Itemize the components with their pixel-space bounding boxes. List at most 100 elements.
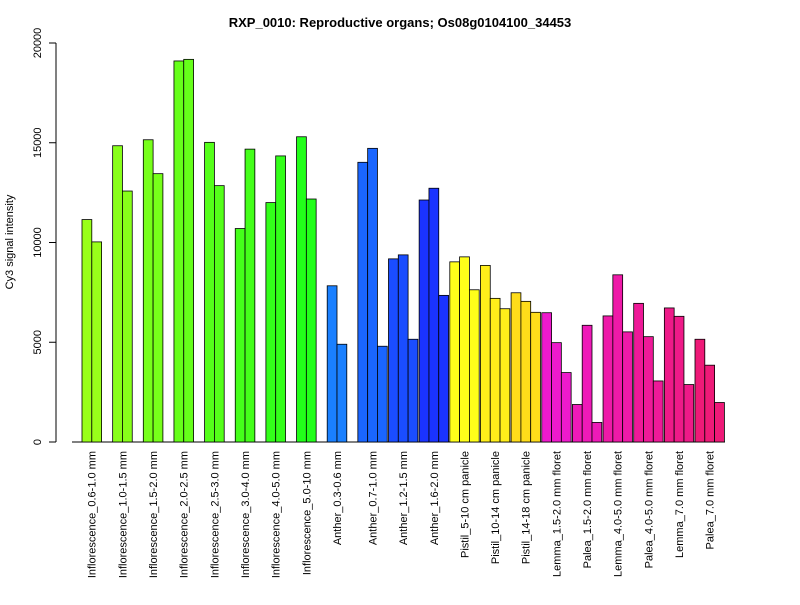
bar [704, 364, 715, 443]
y-tick-label: 10000 [32, 227, 44, 258]
bar [459, 256, 470, 443]
y-tick-label: 0 [32, 439, 44, 445]
category-label: Inflorescence_5.0-10 mm [301, 451, 313, 575]
bar [591, 422, 603, 443]
bar [510, 292, 522, 443]
bar [397, 254, 409, 443]
bar [305, 198, 317, 443]
bar [581, 324, 593, 443]
bar [357, 161, 369, 443]
bar [622, 331, 633, 443]
bar-group [633, 302, 664, 443]
category-label: Inflorescence_2.0-2.5 mm [179, 451, 191, 578]
category-label: Palea_7.0 mm floret [705, 451, 717, 549]
bar-group [388, 254, 419, 443]
bar-group [510, 292, 541, 443]
category-label: Inflorescence_4.0-5.0 mm [271, 451, 283, 578]
category-label: Palea_1.5-2.0 mm floret [582, 451, 594, 568]
bar [683, 384, 695, 443]
bar [213, 185, 225, 443]
bar-group [81, 219, 103, 443]
bar-group [572, 324, 603, 443]
bar [480, 265, 491, 443]
category-label: Anther_0.7-1.0 mm [367, 451, 379, 545]
bar [122, 190, 133, 443]
bar-group [142, 139, 164, 443]
bar [142, 139, 154, 443]
category-label: Inflorescence_2.5-3.0 mm [209, 451, 221, 578]
bar [560, 372, 572, 443]
y-tick-label: 20000 [32, 28, 44, 59]
bar [530, 311, 541, 443]
bar [541, 312, 552, 443]
bar-group [112, 145, 133, 443]
bar [673, 315, 685, 443]
bar-group [663, 307, 695, 443]
bars [81, 58, 725, 443]
bar-group [204, 141, 225, 443]
bar-group [418, 187, 449, 443]
bar [714, 402, 725, 443]
bar [407, 338, 419, 443]
bar [602, 315, 614, 443]
bar-group [326, 285, 348, 443]
category-labels: Inflorescence_0.6-1.0 mm Inflorescence_1.… [87, 451, 717, 578]
bar [204, 141, 215, 443]
bar [468, 289, 480, 443]
bar [612, 274, 624, 443]
bar-group [541, 312, 572, 443]
bar [428, 187, 440, 443]
bar [183, 58, 194, 443]
bar [652, 380, 664, 443]
bar [377, 345, 388, 443]
bar-group [265, 155, 286, 443]
bar [265, 202, 277, 443]
category-label: Lemma_7.0 mm floret [674, 451, 686, 558]
bar [572, 404, 583, 443]
bar [367, 147, 378, 443]
y-axis-title: Cy3 signal intensity [4, 194, 16, 289]
bar [520, 300, 532, 443]
bar-group [602, 274, 633, 443]
category-label: Inflorescence_1.0-1.5 mm [117, 451, 129, 578]
category-label: Inflorescence_3.0-4.0 mm [240, 451, 252, 578]
category-label: Lemma_4.0-5.0 mm floret [613, 451, 625, 577]
y-tick-label: 5000 [32, 330, 44, 354]
category-label: Inflorescence_1.5-2.0 mm [148, 451, 160, 578]
bar [663, 307, 675, 443]
bar-group [449, 256, 480, 443]
bar-group [296, 136, 317, 443]
bar [81, 219, 93, 443]
bar-group [480, 265, 511, 443]
category-label: Palea_4.0-5.0 mm floret [643, 451, 655, 568]
bar [173, 60, 185, 443]
bar [275, 155, 286, 443]
bar [551, 342, 562, 443]
y-axis: 0 5000 10000 15000 20000 [32, 28, 57, 445]
bar-group [234, 148, 256, 443]
bar-group [694, 338, 725, 443]
bar [633, 302, 644, 443]
bar [244, 148, 256, 443]
category-label: Anther_0.3-0.6 mm [332, 451, 344, 545]
bar [418, 199, 430, 443]
chart-title: RXP_0010: Reproductive organs; Os08g0104… [229, 15, 572, 30]
bar [296, 136, 307, 443]
bar [234, 228, 246, 443]
bar [694, 338, 706, 443]
category-label: Pistil_5-10 cm panicle [459, 451, 471, 558]
bar [388, 258, 399, 443]
category-label: Inflorescence_0.6-1.0 mm [87, 451, 99, 578]
bar [499, 308, 511, 443]
category-label: Pistil_10-14 cm panicle [490, 451, 502, 564]
bar [152, 173, 164, 443]
bar [326, 285, 338, 443]
category-label: Lemma_1.5-2.0 mm floret [551, 451, 563, 577]
bar-group [357, 147, 388, 443]
bar [489, 297, 501, 443]
y-tick-label: 15000 [32, 127, 44, 158]
bar [449, 261, 460, 443]
category-label: Anther_1.2-1.5 mm [398, 451, 410, 545]
